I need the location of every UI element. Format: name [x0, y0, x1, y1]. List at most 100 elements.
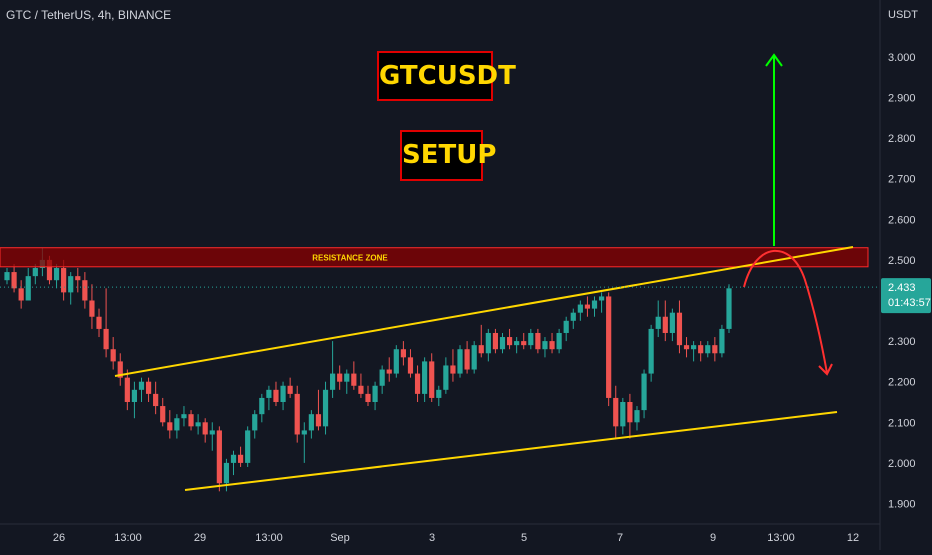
candle-body	[563, 320, 569, 333]
x-tick-label: 9	[710, 532, 716, 544]
candle-body	[68, 276, 74, 293]
candle-body	[294, 393, 300, 435]
target-arrow-head	[765, 53, 783, 67]
candle-body	[393, 349, 399, 374]
candle-body	[4, 272, 10, 281]
candle-body	[683, 345, 690, 350]
candle-body	[528, 332, 534, 346]
y-tick-label: 2.300	[888, 336, 916, 348]
candle-body	[322, 389, 329, 427]
candle-body	[648, 328, 654, 374]
candle-body	[25, 276, 31, 301]
candle-body	[117, 361, 123, 378]
y-tick-label: 2.700	[888, 174, 916, 186]
candle-body	[145, 381, 152, 394]
candle-body	[209, 430, 215, 435]
candle-body	[287, 385, 293, 394]
y-tick-label: 2.800	[888, 133, 916, 145]
candle-body	[620, 402, 626, 427]
x-tick-label: 7	[617, 532, 623, 544]
candle-body	[202, 422, 208, 435]
x-tick-label: Sep	[330, 532, 350, 544]
candle-body	[634, 410, 640, 423]
candle-body	[570, 312, 576, 321]
y-tick-label: 2.500	[888, 255, 916, 267]
x-tick-label: 13:00	[114, 532, 142, 544]
candle-body	[280, 385, 286, 402]
candle-body	[429, 361, 435, 398]
candle-body	[655, 316, 661, 329]
candle-body	[499, 337, 506, 350]
projection-arrow-path	[743, 249, 828, 374]
candle-body	[676, 312, 683, 346]
candle-body	[698, 345, 704, 354]
x-tick-label: 5	[521, 532, 527, 544]
candle-body	[542, 341, 548, 350]
candle-body	[379, 369, 385, 386]
candle-body	[365, 393, 371, 402]
candle-body	[53, 268, 60, 281]
candle-body	[174, 418, 180, 431]
candle-body	[259, 397, 265, 415]
candle-body	[478, 345, 484, 354]
candle-body	[669, 312, 675, 333]
x-tick-label: 29	[194, 532, 206, 544]
candle-body	[315, 414, 322, 427]
y-tick-label: 2.900	[888, 93, 916, 105]
candle-body	[273, 389, 279, 402]
lower-trendline	[184, 411, 838, 491]
projection-arrow-head	[818, 363, 833, 376]
candle-body	[549, 341, 555, 350]
candle-body	[556, 332, 562, 350]
candle-body	[584, 304, 591, 309]
candle-body	[443, 365, 449, 390]
candle-body	[691, 345, 697, 350]
candle-body	[407, 357, 414, 374]
overlay-layer: RESISTANCE ZONE	[0, 53, 880, 491]
candle-body	[188, 414, 194, 427]
x-tick-label: 3	[429, 532, 435, 544]
resistance-zone-label: RESISTANCE ZONE	[312, 253, 388, 262]
candle-body	[308, 414, 314, 431]
setup-label: SETUP	[400, 130, 496, 181]
candle-body	[598, 296, 605, 301]
y-tick-label: 2.600	[888, 214, 916, 226]
candle-body	[471, 345, 477, 370]
candle-body	[450, 365, 456, 374]
countdown-label: 01:43:57	[888, 297, 931, 309]
y-tick-label: 2.000	[888, 458, 916, 470]
candle-body	[358, 385, 364, 394]
candle-body	[386, 369, 392, 374]
candle-body	[351, 373, 357, 386]
candle-body	[577, 304, 583, 313]
candle-body	[414, 373, 421, 394]
candle-body	[330, 373, 336, 390]
x-tick-label: 12	[847, 532, 859, 544]
symbol-header[interactable]: GTC / TetherUS, 4h, BINANCE	[6, 8, 172, 22]
candle-body	[96, 316, 102, 329]
candle-body	[344, 373, 350, 382]
x-tick-label: 13:00	[767, 532, 795, 544]
candle-body	[436, 389, 442, 398]
candle-body	[181, 414, 187, 419]
candle-body	[216, 430, 222, 484]
candle-body	[245, 430, 251, 463]
currency-label: USDT	[888, 9, 918, 21]
last-price-badge	[881, 278, 931, 314]
candle-body	[726, 288, 732, 329]
candle-body	[167, 422, 173, 431]
y-tick-label: 1.900	[888, 499, 916, 511]
candle-body	[89, 300, 95, 317]
resistance-zone	[0, 247, 869, 268]
candles-layer	[4, 247, 732, 492]
candle-body	[131, 389, 138, 402]
axis-layer: 3.000 2.900 2.800 2.700 2.600 2.500 2.300 2.200…	[53, 52, 931, 544]
upper-trendline	[114, 246, 854, 377]
candle-body	[18, 288, 24, 301]
x-tick-label: 13:00	[255, 532, 283, 544]
candle-body	[195, 422, 201, 427]
candle-body	[103, 328, 109, 350]
y-tick-label: 2.200	[888, 377, 916, 389]
candle-body	[627, 402, 633, 423]
candle-body	[422, 361, 428, 394]
